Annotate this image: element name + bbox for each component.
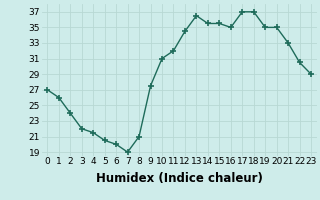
X-axis label: Humidex (Indice chaleur): Humidex (Indice chaleur) xyxy=(96,172,263,185)
